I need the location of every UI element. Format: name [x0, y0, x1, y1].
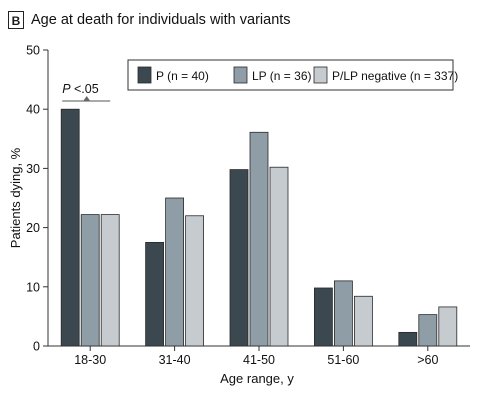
x-tick-label: 31-40: [159, 353, 191, 367]
x-tick-label: 51-60: [327, 353, 359, 367]
bars: [60, 108, 458, 347]
panel-letter: B: [8, 11, 24, 29]
legend-label: LP (n = 36): [252, 69, 311, 83]
significance-label: P <.05: [62, 82, 99, 96]
bar: [398, 331, 418, 347]
significance-marker: [83, 96, 91, 101]
bar: [353, 295, 373, 347]
bar: [60, 108, 80, 347]
x-tick-label: 41-50: [243, 353, 275, 367]
legend-swatch: [233, 66, 248, 84]
x-axis-label: Age range, y: [220, 371, 294, 386]
bar: [229, 169, 249, 347]
x-tick-label: >60: [417, 353, 438, 367]
bar: [100, 214, 120, 347]
bar: [145, 241, 165, 347]
y-tick-label: 10: [26, 280, 40, 294]
bar: [165, 197, 185, 347]
y-tick-label: 40: [26, 103, 40, 117]
legend: P (n = 40) LP (n = 36) P/LP negative (n = …: [127, 59, 458, 91]
bar: [185, 215, 205, 347]
bar: [269, 166, 289, 347]
bar: [333, 280, 353, 347]
legend-label: P (n = 40): [156, 69, 209, 83]
bar: [418, 314, 438, 347]
panel-header: B Age at death for individuals with vari…: [8, 9, 291, 31]
bar: [438, 306, 458, 347]
bar: [249, 131, 269, 347]
y-tick-label: 20: [26, 221, 40, 235]
bar: [80, 214, 100, 347]
x-tick-label: 18-30: [74, 353, 106, 367]
chart-title: Age at death for individuals with varian…: [31, 12, 291, 28]
y-axis-label: Patients dying, %: [8, 147, 23, 248]
y-tick-label: 50: [26, 44, 40, 58]
legend-swatch: [137, 66, 152, 84]
legend-swatch: [313, 66, 328, 84]
y-tick-label: 30: [26, 162, 40, 176]
significance-annotation: P <.05: [62, 82, 111, 102]
legend-label: P/LP negative (n = 337): [332, 69, 458, 83]
bar: [313, 287, 333, 347]
legend-box: [127, 59, 454, 91]
y-tick-label: 0: [33, 340, 40, 354]
